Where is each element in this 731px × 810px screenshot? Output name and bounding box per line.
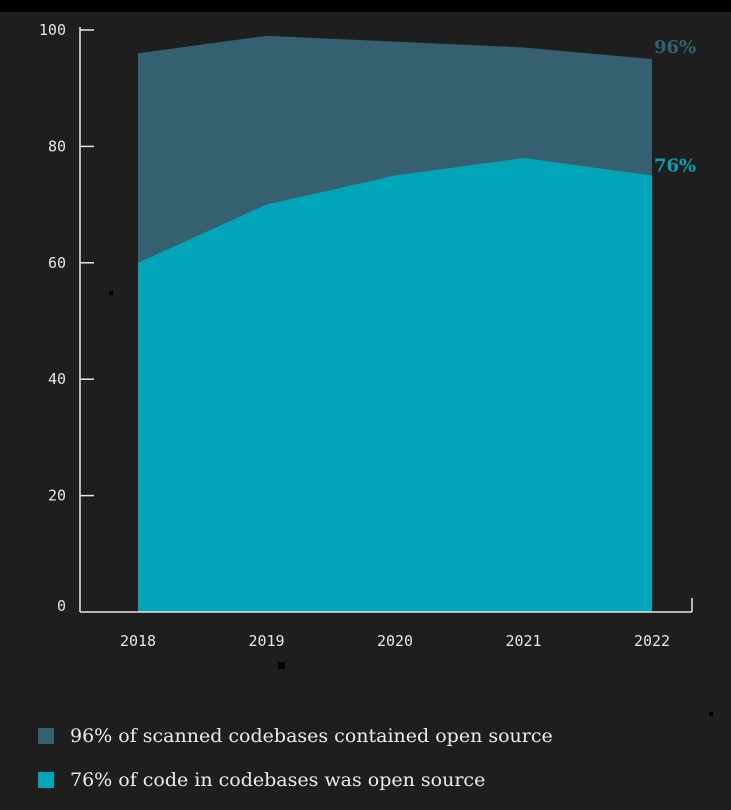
legend: 96% of scanned codebases contained open … — [38, 722, 553, 810]
legend-swatch-series-1 — [38, 772, 54, 788]
area-chart: 0 20 40 60 80 100 2018 2019 2020 2021 2022 96% 76% — [39, 21, 696, 650]
y-tick-label: 20 — [48, 487, 66, 505]
legend-item-series-1: 76% of code in codebases was open source — [38, 766, 553, 794]
y-tick-label: 60 — [48, 254, 66, 272]
x-tick-label: 2018 — [120, 632, 156, 650]
top-bar — [0, 0, 731, 12]
x-tick-label: 2022 — [634, 632, 670, 650]
y-tick-label: 40 — [48, 370, 66, 388]
area-series-1 — [138, 158, 652, 613]
axes-group — [79, 27, 693, 613]
x-tick-label: 2021 — [505, 632, 541, 650]
x-tick-label: 2020 — [377, 632, 413, 650]
tick-labels-group: 0 20 40 60 80 100 2018 2019 2020 2021 2022 — [39, 21, 670, 650]
area-series-group — [138, 35, 652, 613]
speck-dot — [278, 662, 285, 669]
end-label-series-1: 76% — [654, 156, 696, 177]
end-labels-group: 96% 76% — [654, 37, 696, 176]
y-tick-label: 0 — [57, 597, 66, 615]
end-label-series-0: 96% — [654, 37, 696, 58]
x-tick-label: 2019 — [248, 632, 284, 650]
y-tick-label: 80 — [48, 137, 66, 155]
legend-label-series-1: 76% of code in codebases was open source — [70, 769, 486, 791]
speck-dot — [709, 712, 713, 716]
legend-swatch-series-0 — [38, 728, 54, 744]
legend-item-series-0: 96% of scanned codebases contained open … — [38, 722, 553, 750]
legend-label-series-0: 96% of scanned codebases contained open … — [70, 725, 553, 747]
y-tick-label: 100 — [39, 21, 66, 39]
speck-dot — [109, 291, 113, 295]
